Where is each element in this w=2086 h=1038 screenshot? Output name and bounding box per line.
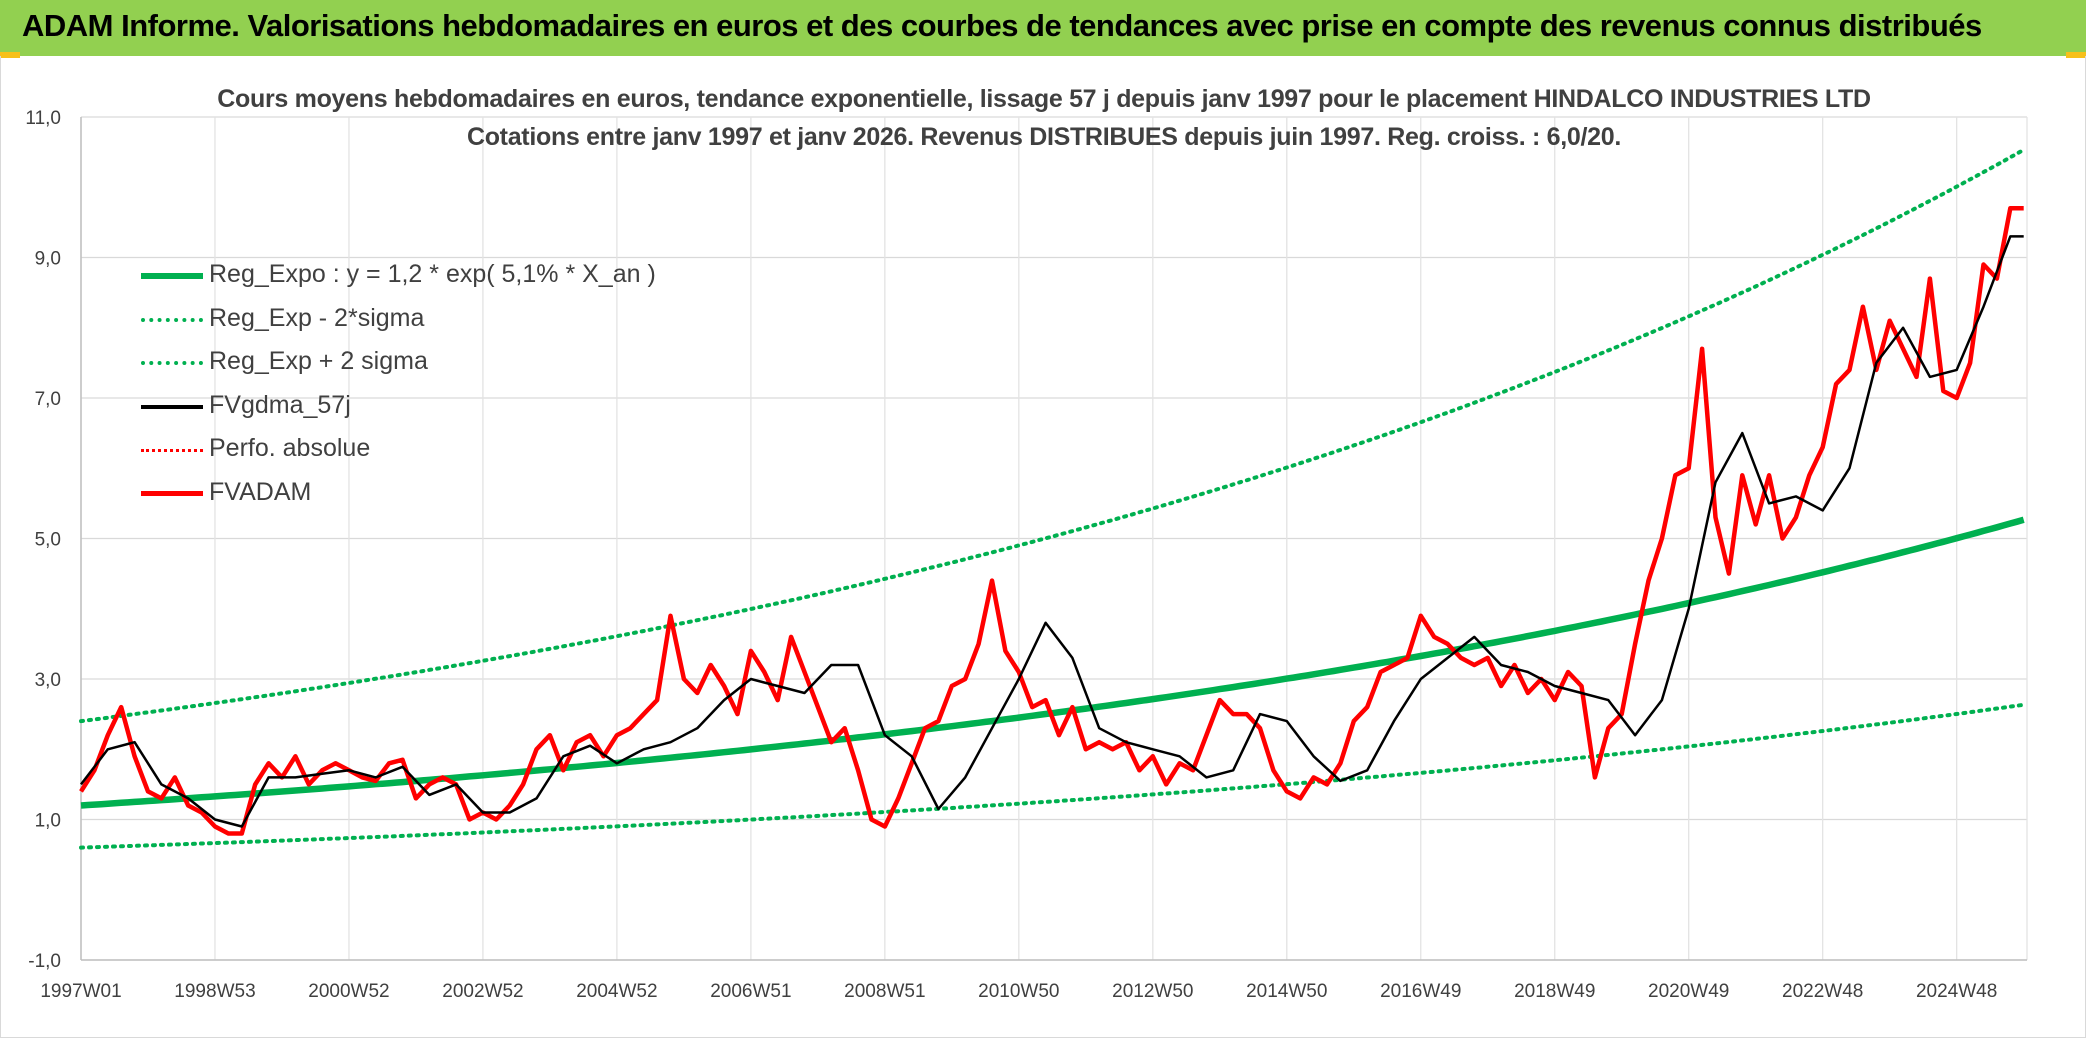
y-tick-label: 3,0 <box>35 670 61 691</box>
report-banner: ADAM Informe. Valorisations hebdomadaire… <box>0 0 2086 56</box>
x-tick-label: 2002W52 <box>442 981 523 1002</box>
legend-swatch-fvadam <box>141 490 203 496</box>
x-tick-label: 2000W52 <box>308 981 389 1002</box>
y-tick-label: 9,0 <box>35 249 61 270</box>
legend-label-reg-exp-minus: Reg_Exp - 2*sigma <box>209 303 425 332</box>
legend-label-perfo: Perfo. absolue <box>209 434 371 462</box>
chart-title: Cours moyens hebdomadaires en euros, ten… <box>217 85 1871 113</box>
x-tick-label: 2004W52 <box>576 981 657 1002</box>
x-tick-label: 2022W48 <box>1782 981 1863 1002</box>
x-tick-label: 2014W50 <box>1246 981 1327 1002</box>
legend-swatch-perfo <box>141 449 203 452</box>
legend-swatch-reg-expo <box>141 273 203 279</box>
report-title: ADAM Informe. Valorisations hebdomadaire… <box>22 8 1982 43</box>
legend-swatch-reg-exp-minus <box>141 317 203 322</box>
y-tick-label: 7,0 <box>35 389 61 410</box>
legend-swatch-reg-exp-plus <box>141 361 203 365</box>
series-fvgdma-57j <box>80 235 2024 828</box>
x-tick-label: 2008W51 <box>844 981 925 1002</box>
x-tick-label: 2024W48 <box>1916 981 1997 1002</box>
legend-swatch-fvgdma <box>141 404 203 409</box>
legend-label-fvadam: FVADAM <box>209 477 312 506</box>
y-tick-label: 11,0 <box>25 108 61 129</box>
y-tick-label: 1,0 <box>35 811 61 832</box>
chart-area: -1,0 1,0 3,0 5,0 7,0 9,0 11,0 1997W01 1998W53 200… <box>0 56 2086 1038</box>
corner-accent-right <box>2066 52 2086 58</box>
series-reg-exp-minus-2sigma <box>79 702 2026 850</box>
x-tick-label: 2016W49 <box>1380 981 1461 1002</box>
x-tick-label: 1998W53 <box>174 981 255 1002</box>
legend-label-fvgdma: FVgdma_57j <box>209 390 351 419</box>
corner-accent-left <box>0 52 20 58</box>
x-tick-label: 2006W51 <box>710 981 791 1002</box>
x-tick-label: 2010W50 <box>978 981 1059 1002</box>
y-tick-label: 5,0 <box>35 530 61 551</box>
x-tick-label: 1997W01 <box>40 981 121 1002</box>
series-reg-exp-plus-2sigma <box>79 147 2026 724</box>
legend-label-reg-expo: Reg_Expo : y = 1,2 * exp( 5,1% * X_an ) <box>209 260 656 288</box>
y-tick-label: -1,0 <box>28 951 61 972</box>
x-tick-label: 2018W49 <box>1514 981 1595 1002</box>
legend-label-reg-exp-plus: Reg_Exp + 2 sigma <box>209 347 428 375</box>
x-tick-label: 2020W49 <box>1648 981 1729 1002</box>
x-tick-label: 2012W50 <box>1112 981 1193 1002</box>
chart-subtitle: Cotations entre janv 1997 et janv 2026. … <box>466 123 1622 151</box>
chart-svg: -1,0 1,0 3,0 5,0 7,0 9,0 11,0 1997W01 1998W53 200… <box>25 108 2028 1002</box>
series-fvadam <box>79 206 2024 836</box>
